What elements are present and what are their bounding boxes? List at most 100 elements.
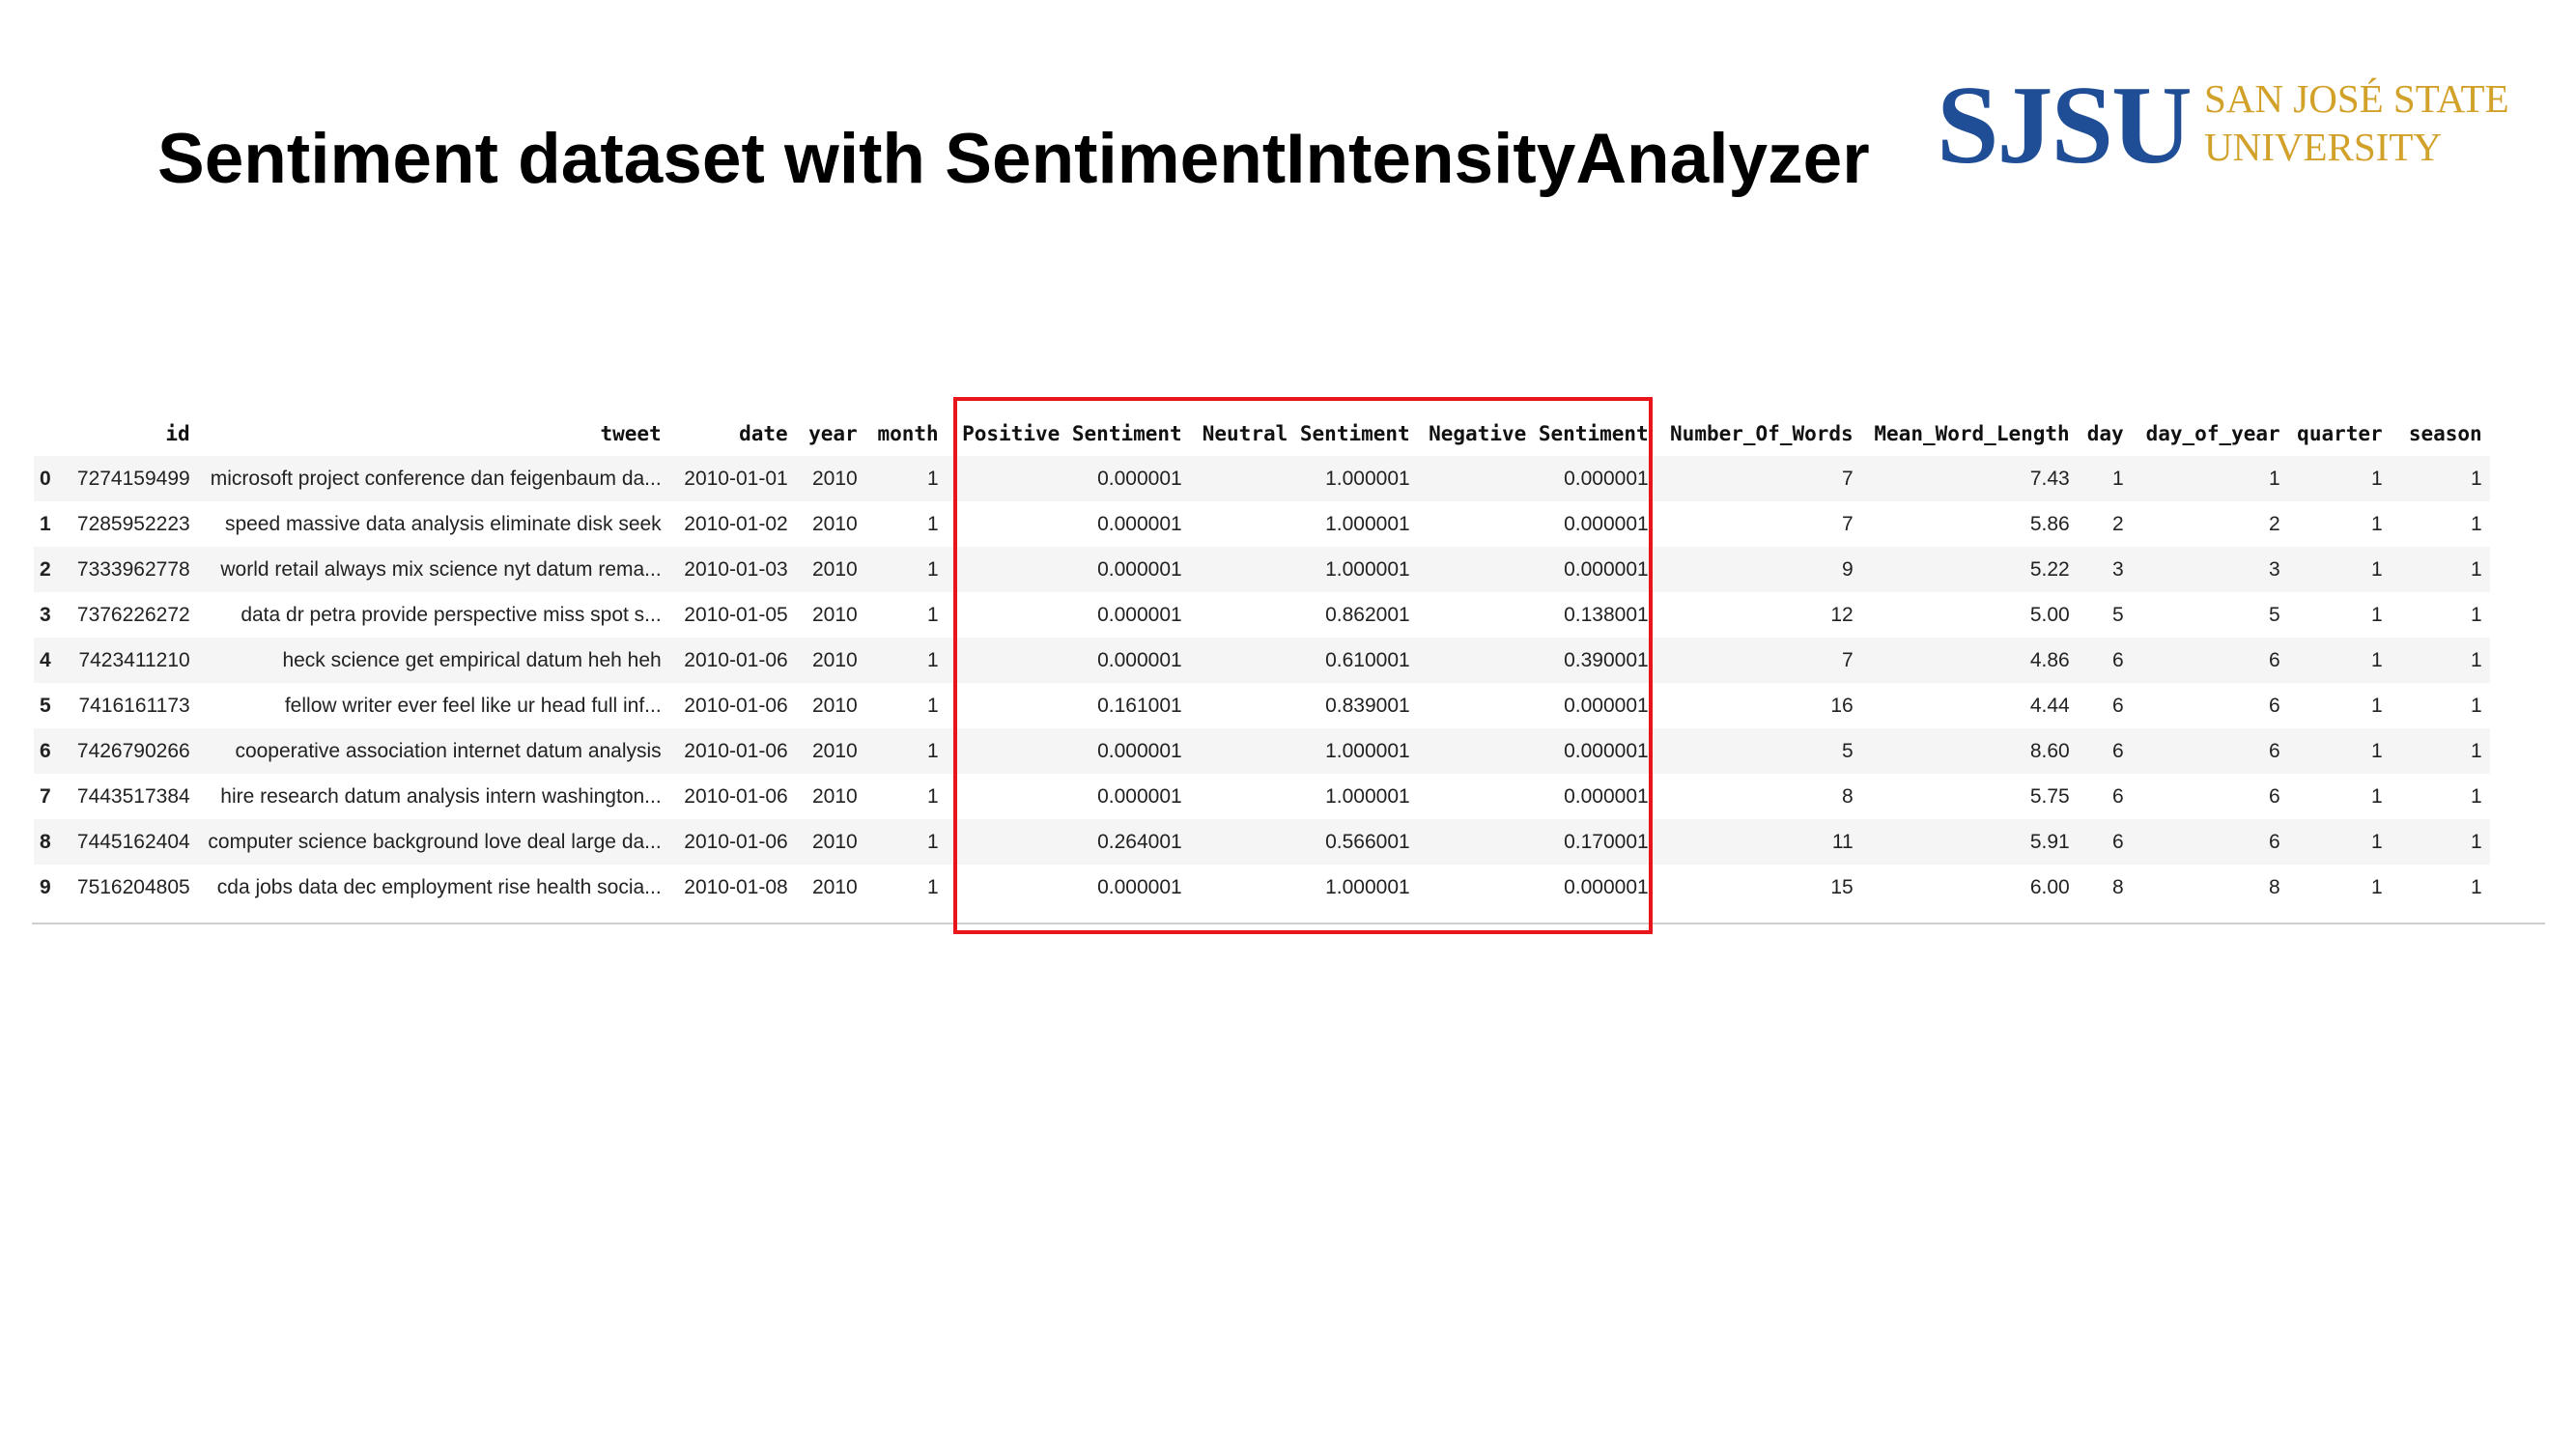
column-header: Negative Sentiment — [1429, 421, 1649, 445]
table-cell: 2010-01-06 — [668, 638, 796, 683]
table-cell: 1 — [2287, 819, 2391, 865]
table-cell: 3 — [2131, 547, 2288, 592]
column-header — [34, 411, 63, 456]
table-cell: 0.170001 — [1417, 819, 1656, 865]
table-cell: 2010 — [795, 638, 865, 683]
column-header: Number_Of_Words — [1670, 421, 1854, 445]
table-cell: 0.000001 — [1417, 728, 1656, 774]
row-index: 8 — [34, 819, 63, 865]
table-cell: 1 — [2371, 603, 2383, 626]
table-row: 1 7285952223 speed massive data analysis e… — [34, 501, 2490, 547]
table-cell: 0.566001 — [1189, 819, 1418, 865]
table-cell: 5.91 — [1860, 819, 2078, 865]
table-cell: 2 — [2112, 512, 2124, 535]
table-cell: 1 — [2390, 456, 2490, 501]
table-cell: 0.000001 — [1564, 694, 1649, 717]
table-bottom-rule — [32, 923, 2545, 924]
table-cell: 1.000001 — [1189, 547, 1418, 592]
table-cell: 6 — [2077, 638, 2132, 683]
table-cell: 2010-01-06 — [684, 694, 788, 717]
table-row: 5 7416161173 fellow writer ever feel like … — [34, 683, 2490, 728]
table-cell: 0.000001 — [1097, 784, 1182, 808]
table-cell: 1 — [2390, 728, 2490, 774]
table-cell: 7 — [1656, 638, 1861, 683]
logo-text-line-1: SAN JOSÉ STATE — [2204, 76, 2509, 121]
table-cell: 0.000001 — [1564, 784, 1649, 808]
table-cell: 2010 — [811, 603, 858, 626]
table-cell: 7416161173 — [78, 694, 190, 717]
table-cell: 1 — [2371, 784, 2383, 808]
table-cell: 7274159499 — [62, 456, 198, 501]
row-index: 7 — [40, 784, 51, 808]
table-cell: 1 — [2471, 875, 2482, 898]
table-cell: world retail always mix science nyt datu… — [197, 547, 669, 592]
table-cell: 6 — [2112, 694, 2124, 717]
table-cell: 1 — [927, 875, 939, 898]
table-cell: 0.000001 — [946, 638, 1190, 683]
table-cell: cda jobs data dec employment rise health… — [216, 875, 662, 898]
table-cell: 7.43 — [1860, 456, 2078, 501]
table-cell: 7426790266 — [62, 728, 198, 774]
table-cell: 2010-01-01 — [668, 456, 796, 501]
table-cell: 6 — [2131, 728, 2288, 774]
table-cell: 1 — [2371, 512, 2383, 535]
table-cell: hire research datum analysis intern wash… — [220, 784, 662, 808]
table-cell: 1 — [2390, 547, 2490, 592]
table-cell: microsoft project conference dan feigenb… — [197, 456, 669, 501]
table-cell: 9 — [1656, 547, 1861, 592]
table-cell: 0.000001 — [1564, 875, 1649, 898]
table-body: 0 7274159499 microsoft project conference … — [34, 456, 2490, 910]
table-cell: 8 — [2112, 875, 2124, 898]
table-cell: 11 — [1656, 819, 1861, 865]
sentiment-columns-highlight-box — [953, 397, 1653, 934]
table-cell: 2010-01-05 — [684, 603, 788, 626]
table-row: 8 7445162404 computer science background l… — [34, 819, 2490, 865]
table-cell: 0.390001 — [1417, 638, 1656, 683]
column-header: Mean_Word_Length — [1874, 421, 2070, 445]
sentiment-dataframe-table: id tweet date year month Positive Sentiment Ne… — [34, 411, 2490, 910]
table-cell: 0.610001 — [1189, 638, 1418, 683]
table-cell: 2010-01-08 — [684, 875, 788, 898]
table-cell: 8 — [1842, 784, 1854, 808]
table-cell: 7285952223 — [76, 512, 190, 535]
table-cell: 0.000001 — [1097, 603, 1182, 626]
table-cell: 0.000001 — [1564, 512, 1649, 535]
table-row: 2 7333962778 world retail always mix scien… — [34, 547, 2490, 592]
table-cell: 1 — [2471, 784, 2482, 808]
table-cell: 6 — [2269, 784, 2280, 808]
table-cell: 1 — [2471, 694, 2482, 717]
column-header: season — [2408, 421, 2482, 445]
table-cell: 2010-01-02 — [684, 512, 788, 535]
table-cell: 0.000001 — [946, 456, 1190, 501]
table-cell: 1 — [2371, 875, 2383, 898]
table-cell: 0.839001 — [1325, 694, 1410, 717]
table-cell: 2010-01-06 — [668, 728, 796, 774]
table-cell: 4.44 — [2029, 694, 2070, 717]
table-cell: 0.862001 — [1325, 603, 1410, 626]
column-header: year — [808, 421, 858, 445]
table-cell: 0.000001 — [946, 547, 1190, 592]
sjsu-logo: SJSU SAN JOSÉ STATE UNIVERSITY — [1937, 70, 2526, 185]
table-cell: 2010 — [811, 875, 858, 898]
table-cell: 15 — [1830, 875, 1854, 898]
table-cell: 6.00 — [2029, 875, 2070, 898]
table-cell: 2010 — [795, 547, 865, 592]
row-index: 3 — [40, 603, 51, 626]
table-cell: 1 — [864, 638, 947, 683]
column-header: day_of_year — [2145, 421, 2280, 445]
row-index: 6 — [34, 728, 63, 774]
column-header: day — [2086, 421, 2124, 445]
table-cell: 1 — [927, 512, 939, 535]
table-cell: 1 — [2390, 638, 2490, 683]
table-cell: 1.000001 — [1325, 512, 1410, 535]
table-cell: 0.000001 — [1097, 875, 1182, 898]
table-cell: 1.000001 — [1325, 875, 1410, 898]
table-cell: 7 — [1656, 456, 1861, 501]
table-row: 0 7274159499 microsoft project conference … — [34, 456, 2490, 501]
table-cell: 4.86 — [1860, 638, 2078, 683]
table-cell: 1 — [2077, 456, 2132, 501]
table-cell: 7445162404 — [62, 819, 198, 865]
table-cell: 6 — [2131, 638, 2288, 683]
table-cell: 5.75 — [2029, 784, 2070, 808]
table-cell: 2010 — [795, 456, 865, 501]
